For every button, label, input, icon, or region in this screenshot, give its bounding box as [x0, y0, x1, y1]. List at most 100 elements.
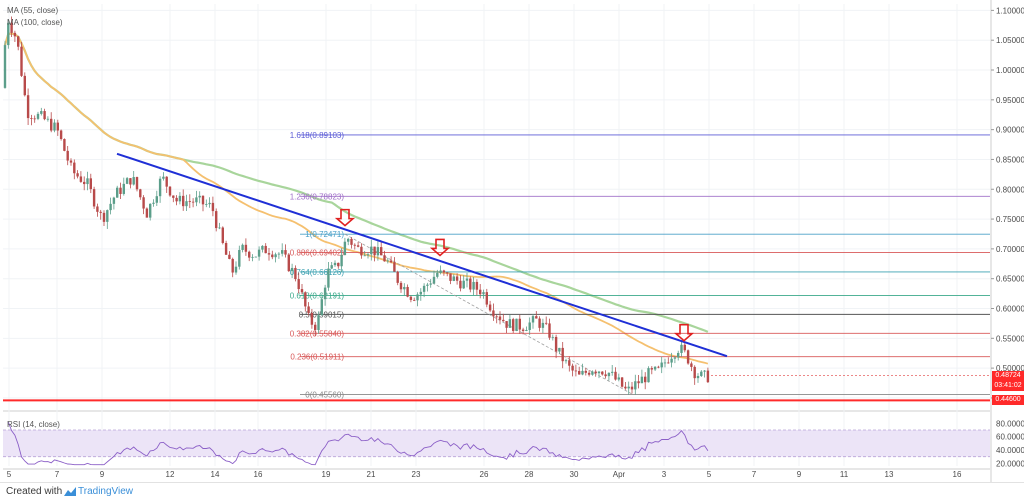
candle-body: [251, 256, 254, 258]
price-tick: 1.05000: [996, 36, 1024, 45]
candle-body: [208, 202, 211, 205]
price-tick: 0.80000: [996, 185, 1024, 194]
candle-body: [327, 268, 330, 288]
time-tick: 13: [885, 470, 894, 479]
candle-body: [426, 284, 429, 286]
candle-body: [139, 189, 142, 198]
candle-body: [46, 118, 50, 120]
footer-brand[interactable]: TradingView: [78, 486, 134, 497]
price-axis: 1.10000 1.05000 1.00000 0.95000 0.90000 0.850…: [991, 6, 1024, 403]
candle-body: [7, 22, 10, 46]
candle-body: [178, 195, 182, 202]
candle-body: [690, 363, 693, 367]
candle-body: [663, 362, 667, 364]
time-tick: 30: [570, 470, 579, 479]
candle-body: [561, 347, 564, 362]
chart-annotations: [3, 152, 991, 402]
candle-body: [630, 386, 634, 390]
candle-body: [409, 296, 413, 300]
candle-body: [505, 321, 508, 328]
candle-body: [399, 282, 403, 290]
candle-body: [700, 371, 703, 376]
candle-body: [125, 178, 129, 184]
candle-body: [102, 212, 106, 222]
candle-body: [578, 371, 581, 375]
candle-body: [116, 187, 119, 198]
candle-body: [343, 241, 347, 256]
footer: Created with TradingView: [0, 482, 1024, 501]
candle-body: [677, 352, 680, 358]
price-tick: 1.00000: [996, 66, 1024, 75]
candle-body: [607, 372, 611, 377]
candle-body: [73, 162, 76, 174]
down-arrow-icon: [334, 208, 356, 227]
time-tick: 9: [797, 470, 802, 479]
candle-body: [376, 247, 380, 256]
candle-body: [436, 272, 439, 277]
candle-body: [63, 139, 66, 151]
candle-body: [706, 370, 710, 383]
candle-body: [257, 249, 261, 257]
candle-body: [446, 272, 449, 274]
indicator-legend: MA (55, close) MA (100, close) RSI (14, …: [7, 6, 63, 429]
candle-body: [112, 197, 116, 204]
candle-body: [10, 22, 13, 33]
candle-body: [617, 377, 620, 380]
candle-body: [56, 122, 59, 131]
candle-body: [191, 201, 195, 203]
fib-label: 0(0.45560): [305, 391, 344, 400]
candle-body: [670, 358, 673, 363]
candle-body: [350, 238, 353, 245]
rsi-tick: 80.0000: [996, 419, 1024, 428]
tradingview-logo-icon: [64, 487, 76, 496]
candle-body: [323, 287, 327, 300]
candle-body: [307, 306, 310, 313]
candle-body: [429, 283, 432, 285]
candle-body: [535, 316, 538, 319]
candle-body: [69, 160, 73, 163]
candle-body: [597, 371, 601, 374]
candle-body: [241, 244, 244, 250]
fib-label: 1.236(0.78823): [290, 192, 345, 201]
candle-body: [479, 289, 482, 295]
candle-body: [647, 368, 650, 383]
candle-body: [205, 204, 208, 205]
candle-body: [683, 344, 686, 351]
candle-body: [211, 202, 215, 212]
candle-body: [271, 254, 274, 258]
rsi-band: [3, 430, 990, 457]
candle-body: [86, 178, 89, 185]
candle-body: [23, 75, 26, 96]
rsi-line: [7, 421, 709, 466]
candle-body: [340, 255, 343, 267]
candle-body: [155, 196, 158, 203]
candle-body: [591, 371, 594, 375]
candle-body: [452, 276, 455, 281]
candle-body: [281, 250, 284, 254]
candle-body: [558, 347, 561, 352]
candle-body: [356, 245, 360, 247]
time-tick: 7: [752, 470, 757, 479]
candle-body: [198, 195, 201, 198]
candle-body: [515, 318, 518, 331]
candle-body: [300, 289, 304, 293]
candle-body: [373, 246, 376, 256]
candle-body: [482, 292, 485, 295]
time-tick: 5: [707, 470, 712, 479]
candle-body: [548, 323, 551, 338]
time-tick: 23: [412, 470, 421, 479]
candle-body: [149, 203, 152, 218]
candle-body: [475, 281, 479, 290]
candle-body: [20, 46, 23, 76]
candle-body: [277, 253, 281, 255]
candle-body: [353, 244, 356, 246]
candle-body: [574, 370, 578, 372]
candle-body: [122, 183, 125, 194]
candle-body: [106, 210, 109, 222]
candle-body: [528, 322, 531, 330]
time-tick: 26: [480, 470, 489, 479]
candle-body: [389, 260, 393, 263]
candle-body: [33, 118, 36, 120]
candle-body: [442, 270, 446, 273]
